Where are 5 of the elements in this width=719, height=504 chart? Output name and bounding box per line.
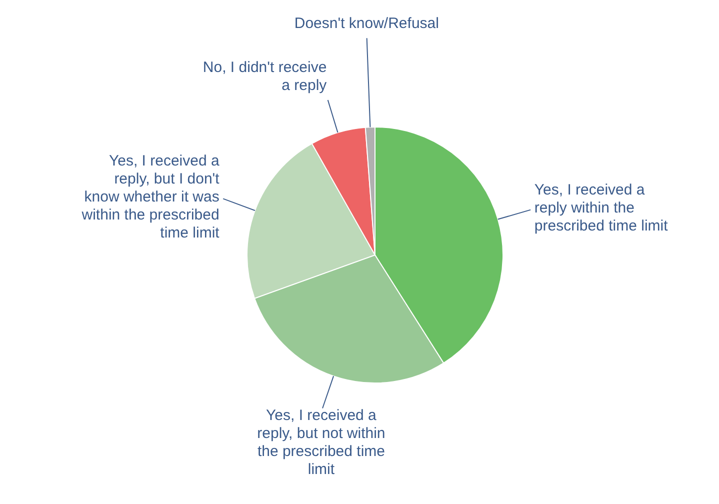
slice-label: Yes, I received a reply, but I don't know whether it was within the prescribed time limit (80, 152, 220, 242)
slice-label: Doesn't know/Refusal (294, 15, 439, 32)
slice-label: Yes, I received a reply, but not within the prescribed time limit (257, 407, 386, 478)
slice-label: Yes, I received a reply within the prescribed time limit (534, 182, 669, 235)
slice-label: No, I didn't receive a reply (202, 59, 328, 94)
